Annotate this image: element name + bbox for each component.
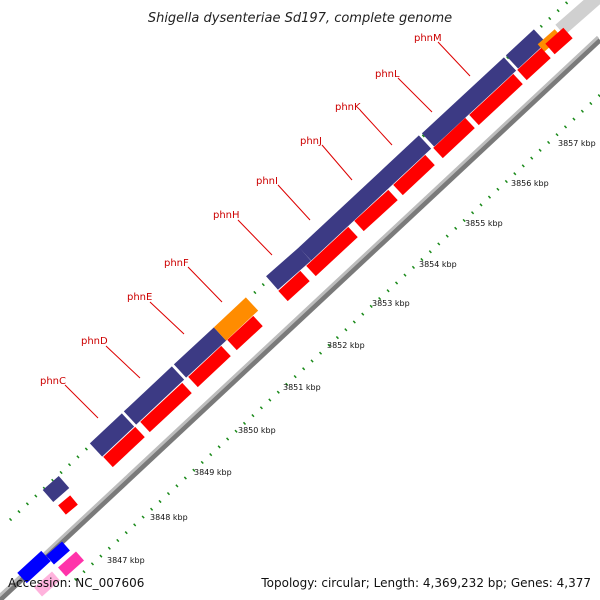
reverse-strand-genes (58, 27, 573, 515)
gene-label-phnd: phnD (81, 336, 108, 347)
kbp-label-3851: 3851 kbp (283, 383, 321, 392)
backbone-top-segment (555, 0, 600, 36)
gene-fwd-phnc[interactable] (89, 413, 135, 457)
gene-rev-11[interactable] (517, 47, 551, 81)
gene-rev-4[interactable] (227, 315, 263, 351)
backbone-shadow (0, 38, 600, 600)
bottom-left-genes (17, 541, 84, 597)
gene-labels: phnC phnD phnE phnF phnH phnI phnJ phnK … (40, 33, 442, 387)
leader-phnj (321, 144, 353, 181)
gene-label-phnh: phnH (213, 210, 240, 221)
leader-phnm (437, 41, 471, 77)
label-leader-lines (64, 41, 471, 419)
inner-tick-track (73, 93, 600, 582)
kbp-label-3852: 3852 kbp (327, 341, 365, 350)
gene-label-phnf: phnF (164, 258, 189, 269)
kbp-label-3856: 3856 kbp (511, 179, 549, 188)
gene-fwd-phnf[interactable] (213, 297, 259, 341)
gene-rev-7[interactable] (354, 189, 398, 232)
forward-strand-genes (42, 29, 562, 503)
gene-rev-2[interactable] (140, 382, 192, 433)
leader-phnh (237, 219, 273, 256)
gene-fwd-phnh[interactable] (266, 247, 311, 290)
leader-phne (149, 301, 185, 335)
gene-fwd-phnl[interactable] (421, 57, 517, 147)
gene-fwd-phni[interactable] (298, 135, 432, 261)
kbp-label-3848: 3848 kbp (150, 513, 188, 522)
kbp-label-3853: 3853 kbp (372, 299, 410, 308)
gene-label-phnc: phnC (40, 376, 66, 387)
gene-pink-2[interactable] (34, 571, 60, 597)
gene-label-phnk: phnK (335, 102, 361, 113)
map-title: Shigella dysenteriae Sd197, complete gen… (148, 11, 452, 26)
gene-label-phnl: phnL (375, 69, 400, 80)
leader-phnf (187, 266, 223, 303)
gene-fwd-phne[interactable] (173, 327, 227, 378)
gene-blue-2[interactable] (46, 541, 70, 565)
gene-fwd-phnm[interactable] (505, 29, 547, 69)
gene-rev-10[interactable] (469, 73, 523, 126)
kbp-label-3847: 3847 kbp (107, 556, 145, 565)
gene-fwd-phnd[interactable] (123, 366, 185, 425)
gene-rev-12[interactable] (545, 27, 573, 55)
gene-rev-8[interactable] (393, 154, 435, 196)
topology-text: Topology: circular; Length: 4,369,232 bp… (260, 576, 591, 590)
gene-label-phni: phnI (256, 176, 278, 187)
gene-rev-3[interactable] (188, 345, 231, 388)
kbp-labels: 3847 kbp 3848 kbp 3849 kbp 3850 kbp 3851… (107, 139, 596, 565)
leader-phnd (105, 345, 141, 379)
gene-rev-5[interactable] (278, 270, 310, 302)
kbp-label-3849: 3849 kbp (194, 468, 232, 477)
gene-pink-1[interactable] (58, 551, 84, 577)
kbp-label-3854: 3854 kbp (419, 260, 457, 269)
gene-rev-1[interactable] (103, 426, 145, 468)
backbone (0, 35, 600, 598)
accession-text: Accession: NC_007606 (8, 576, 144, 590)
gene-fwd-isolated[interactable] (42, 475, 70, 503)
leader-phnc (64, 384, 99, 419)
gene-blue-1[interactable] (17, 550, 51, 584)
gene-label-phnm: phnM (414, 33, 442, 44)
leader-phni (277, 184, 311, 221)
gene-label-phnj: phnJ (300, 136, 322, 147)
kbp-label-3857: 3857 kbp (558, 139, 596, 148)
gene-rev-9[interactable] (433, 117, 475, 159)
gene-label-phne: phnE (127, 292, 152, 303)
leader-phnk (359, 109, 393, 146)
leader-phnl (397, 77, 433, 113)
kbp-label-3855: 3855 kbp (465, 219, 503, 228)
kbp-label-3850: 3850 kbp (238, 426, 276, 435)
gene-rev-isolated[interactable] (58, 495, 78, 515)
gene-rev-6[interactable] (306, 226, 358, 277)
